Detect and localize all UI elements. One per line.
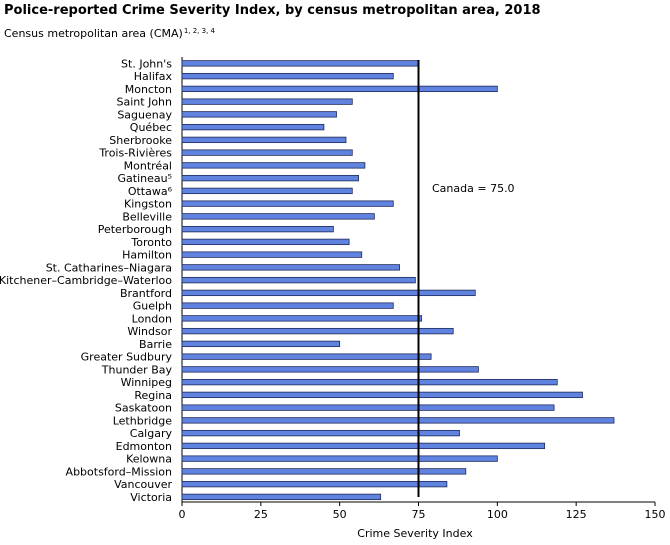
bar [181,391,583,399]
reference-line-label: Canada = 75.0 [432,182,515,195]
category-label: Saskatoon [115,402,172,415]
category-label: Toronto [130,236,172,249]
category-label: Belleville [122,210,172,223]
x-tick-label: 75 [412,508,426,521]
bar [181,442,546,450]
bar [181,60,419,67]
x-tick-label: 125 [566,508,587,521]
bar [181,327,454,335]
category-label: Peterborough [98,223,172,236]
bar [181,315,423,322]
bar [181,289,476,297]
bar [181,353,432,360]
x-tick-label: 50 [333,508,347,521]
category-label: Edmonton [116,440,172,453]
bar [181,85,498,93]
bar [181,238,350,246]
category-label: Trois-Rivières [98,147,172,160]
bar [181,123,325,131]
bar [181,429,460,437]
bar [181,493,382,501]
bar [181,378,558,386]
category-label: Kelowna [126,453,172,466]
x-tick-label: 25 [254,508,268,521]
category-label: Winnipeg [121,376,172,389]
bar [181,455,498,462]
category-label: Hamilton [122,249,172,262]
x-axis-label: Crime Severity Index [357,527,473,540]
x-tick-label: 150 [645,508,666,521]
x-axis: 0 25 50 75 100 125 150 [179,501,666,521]
chart-title: Police-reported Crime Severity Index, by… [4,3,541,18]
category-label: Kingston [124,198,172,211]
bar [181,276,416,284]
bar [181,417,615,424]
bar [181,225,334,233]
bar [181,468,467,475]
subtitle-text: Census metropolitan area (CMA) [4,27,183,40]
category-label: Brantford [120,287,172,300]
category-label: Windsor [127,325,172,338]
bar [181,251,363,258]
category-label: Québec [130,121,172,134]
x-tick-label: 100 [487,508,508,521]
category-label: Ottawa⁶ [128,185,173,198]
category-label: Thunder Bay [101,363,173,376]
bars [181,60,615,501]
bar [181,162,366,169]
bar [181,404,555,411]
bar [181,213,375,220]
category-label: Sherbrooke [109,134,172,147]
bar [181,264,400,271]
bar [181,366,479,373]
category-label: Lethbridge [113,414,173,427]
reference-line-group: Canada = 75.0 [417,60,515,497]
category-label: Greater Sudbury [81,351,173,364]
bar [181,480,448,488]
category-label: Calgary [130,427,173,440]
bar [181,98,353,105]
category-label: Halifax [134,70,173,83]
axis-category-title: Census metropolitan area (CMA)1, 2, 3, 4 [4,27,215,40]
bar [181,111,337,118]
bar [181,302,394,309]
category-label: Regina [134,389,172,402]
category-label: Moncton [125,83,172,96]
category-label: St. John's [121,57,172,70]
category-label: Victoria [130,491,172,504]
category-label: Vancouver [114,478,172,491]
category-label: London [132,312,172,325]
bar [181,200,394,207]
category-label: Saguenay [117,108,172,121]
bar [181,340,341,348]
bar [181,174,359,182]
bar [181,136,347,144]
category-label: Montréal [124,159,172,172]
category-label: Barrie [139,338,172,351]
category-label: Guelph [133,300,172,313]
category-label: St. Catharines–Niagara [46,261,172,274]
bar [181,72,394,80]
x-tick-label: 0 [179,508,186,521]
category-label: Abbotsford–Mission [66,465,172,478]
category-label: Gatineau⁵ [118,172,173,185]
bar [181,187,353,195]
category-label: Saint John [117,96,173,109]
category-label: Kitchener–Cambridge–Waterloo [0,274,172,287]
subtitle-footnotes: 1, 2, 3, 4 [183,27,215,35]
bar [181,149,353,156]
